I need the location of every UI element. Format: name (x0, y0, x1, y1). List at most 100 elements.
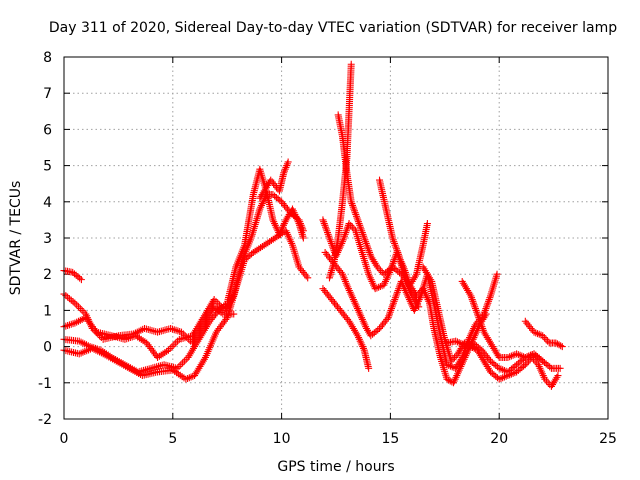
data-point (179, 359, 187, 367)
data-point (544, 337, 552, 345)
x-tick-label: 20 (490, 431, 508, 447)
data-point (521, 353, 529, 361)
data-point (374, 326, 382, 334)
data-point (455, 339, 463, 347)
data-point (518, 364, 526, 372)
data-point (241, 256, 249, 264)
data-point (380, 270, 388, 278)
data-point (492, 372, 500, 380)
data-point (274, 195, 282, 203)
data-point (74, 273, 82, 281)
data-point (544, 361, 552, 369)
data-point (469, 339, 477, 347)
data-point (415, 303, 423, 311)
data-point (284, 158, 292, 166)
data-point (499, 366, 507, 374)
data-point (504, 368, 512, 376)
data-point (542, 335, 550, 343)
data-point (488, 369, 496, 377)
data-point (348, 223, 356, 231)
data-point (389, 263, 397, 271)
data-point (367, 332, 375, 340)
data-point (492, 361, 500, 369)
data-point (490, 360, 498, 368)
y-tick-label: -2 (38, 412, 52, 428)
data-point (62, 322, 70, 330)
data-point (518, 356, 526, 364)
data-point (482, 310, 490, 318)
data-point (537, 356, 545, 364)
data-point (77, 276, 85, 284)
data-point (376, 283, 384, 291)
data-point (542, 360, 550, 368)
data-point (446, 362, 454, 370)
data-point (182, 375, 190, 383)
data-point (507, 352, 515, 360)
data-point (556, 364, 564, 372)
data-point (497, 365, 505, 373)
data-point (304, 274, 312, 282)
data-point (539, 357, 547, 365)
data-point (369, 330, 377, 338)
plot-frame (63, 56, 609, 420)
data-point (396, 269, 404, 277)
series-arc-8 (319, 216, 490, 387)
data-point (457, 339, 465, 347)
data-point (174, 327, 182, 335)
data-point (486, 368, 494, 376)
data-point (493, 270, 501, 278)
data-point (507, 365, 515, 373)
data-point (178, 328, 186, 336)
data-point (474, 343, 482, 351)
data-point (533, 330, 541, 338)
data-point (514, 359, 522, 367)
data-point (530, 350, 538, 358)
data-point (67, 296, 75, 304)
data-point (490, 371, 498, 379)
series-arc-11 (319, 285, 373, 372)
chart-title: Day 311 of 2020, Sidereal Day-to-day VTE… (49, 20, 617, 36)
data-point (172, 326, 180, 334)
data-point (271, 192, 279, 200)
data-point (76, 274, 84, 282)
y-tick-label: 4 (43, 195, 52, 211)
data-point (64, 293, 72, 301)
data-point (177, 361, 185, 369)
data-point (554, 372, 562, 380)
data-point (69, 298, 77, 306)
data-point (530, 328, 538, 336)
data-point (73, 301, 81, 309)
data-point (516, 351, 524, 359)
data-point (170, 326, 178, 334)
data-point (220, 302, 228, 310)
series-arc-10 (325, 60, 355, 282)
x-tick-label: 10 (273, 431, 291, 447)
y-tick-label: 8 (43, 50, 52, 66)
data-point (175, 363, 183, 371)
y-tick-label: 6 (43, 122, 52, 138)
data-point (372, 327, 380, 335)
data-point (180, 357, 188, 365)
series-arc-15 (443, 337, 547, 376)
data-point (453, 338, 461, 346)
data-point (76, 305, 84, 313)
data-point (65, 295, 73, 303)
y-tick-label: 1 (43, 303, 52, 319)
y-tick-label: 0 (43, 340, 52, 356)
data-point (513, 361, 521, 369)
y-tick-label: 5 (43, 159, 52, 175)
x-tick-label: 25 (599, 431, 617, 447)
series-arc-9 (334, 111, 431, 289)
data-point (511, 362, 519, 370)
data-point (168, 325, 176, 333)
data-point (445, 361, 453, 369)
data-point (452, 337, 460, 345)
data-point (540, 359, 548, 367)
data-point (502, 367, 510, 375)
data-point (392, 266, 400, 274)
data-point (78, 306, 86, 314)
y-axis-label: SDTVAR / TECUs (8, 181, 24, 296)
data-point (385, 266, 393, 274)
grid (64, 57, 608, 419)
data-point (216, 305, 224, 313)
